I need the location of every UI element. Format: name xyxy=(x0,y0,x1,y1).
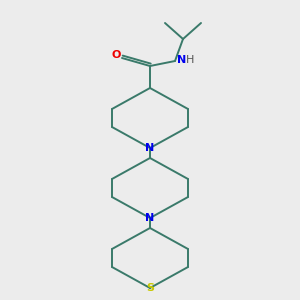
Text: N: N xyxy=(177,55,186,65)
Text: S: S xyxy=(146,283,154,293)
Text: O: O xyxy=(111,50,121,60)
Text: H: H xyxy=(186,55,194,65)
Text: N: N xyxy=(146,143,154,153)
Text: N: N xyxy=(146,213,154,223)
